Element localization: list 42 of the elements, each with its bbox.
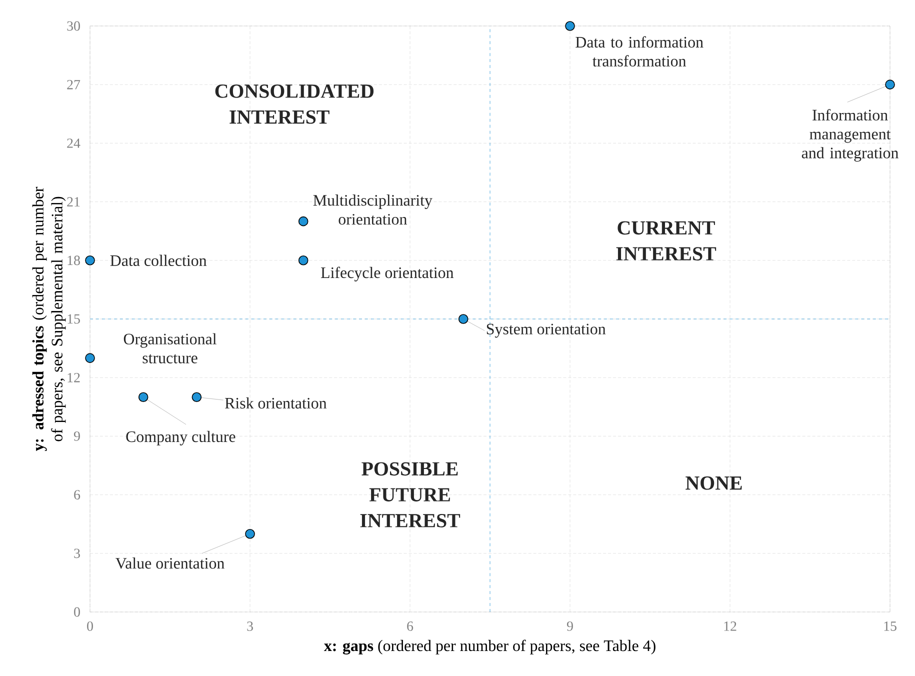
point <box>138 392 148 402</box>
annotation: CURRENT INTEREST <box>616 221 716 260</box>
y-tick-label: 0 <box>74 607 80 617</box>
annotation: POSSIBLE FUTURE INTEREST <box>360 462 460 528</box>
y-tick-label: 12 <box>68 372 80 382</box>
point <box>245 528 255 539</box>
annotation: Company culture <box>126 430 236 446</box>
x-tick-label: 0 <box>87 622 93 631</box>
y-tick-label: 30 <box>67 21 80 31</box>
annotation: NONE <box>686 476 742 490</box>
annotation: Value orientation <box>116 558 224 569</box>
x-tick-label: 9 <box>566 622 573 631</box>
y-tick-label: 21 <box>67 197 80 206</box>
y-tick-label: 6 <box>74 490 80 500</box>
point <box>85 255 95 266</box>
y-tick-label: 18 <box>68 256 80 266</box>
x-tick-label: 15 <box>884 621 896 631</box>
annotation: Organisational structure <box>124 333 216 364</box>
annotation: Multidisciplinarity orientation <box>313 194 432 225</box>
point <box>298 255 308 266</box>
annotation: Information management and integration <box>802 109 898 162</box>
point <box>458 314 468 324</box>
y-tick-label: 27 <box>67 80 80 90</box>
point <box>298 216 308 226</box>
x-tick-label: 6 <box>407 622 414 631</box>
annotation: CONSOLIDATED INTEREST <box>215 84 374 124</box>
annotation: Data collection <box>110 254 207 266</box>
point <box>192 392 202 402</box>
x-tick-label: 3 <box>247 622 253 631</box>
annotation: Data to information transformation <box>576 36 704 67</box>
y-tick-label: 9 <box>74 432 80 441</box>
point <box>565 21 575 31</box>
y-tick-label: 3 <box>74 548 80 558</box>
x-tick-label: 12 <box>724 622 736 631</box>
y-tick-label: 15 <box>68 314 80 324</box>
annotation: Lifecycle orientation <box>320 266 454 282</box>
annotation: System orientation <box>486 324 606 338</box>
x-axis-title: x: gaps (ordered per number of papers, see Table 4) <box>324 640 656 654</box>
point <box>85 353 95 363</box>
annotation: Risk orientation <box>224 397 327 409</box>
y-tick-label: 24 <box>67 138 80 148</box>
point <box>885 80 895 90</box>
